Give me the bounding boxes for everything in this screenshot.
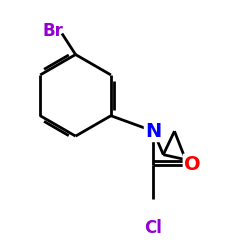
Text: Cl: Cl (144, 218, 162, 236)
Text: N: N (145, 122, 162, 141)
Text: Br: Br (42, 22, 63, 40)
Text: O: O (184, 155, 201, 174)
